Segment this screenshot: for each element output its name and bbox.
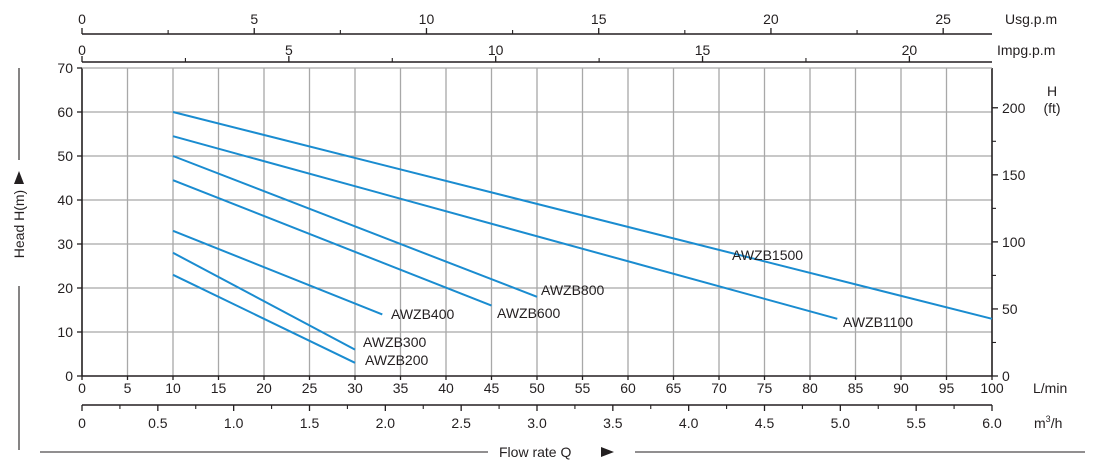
y-tick-label: 50 <box>57 148 73 164</box>
m3h-tick-label: 2.0 <box>376 415 396 431</box>
x-tick-label: 35 <box>393 380 409 396</box>
x-tick-label: 75 <box>757 380 773 396</box>
x-tick-label: 10 <box>165 380 181 396</box>
ft-unit-label: (ft) <box>1043 100 1060 116</box>
m3h-tick-label: 6.0 <box>982 415 1002 431</box>
usgpm-tick-label: 5 <box>250 11 258 27</box>
x-tick-label: 80 <box>802 380 818 396</box>
x-tick-label: 20 <box>256 380 272 396</box>
m3h-tick-label: 1.0 <box>224 415 244 431</box>
x-tick-label: 85 <box>848 380 864 396</box>
y-tick-label: 30 <box>57 236 73 252</box>
grid-lines <box>82 68 992 376</box>
m3h-tick-label: 2.5 <box>451 415 471 431</box>
series-label-awzb1500: AWZB1500 <box>732 247 803 263</box>
impgpm-tick-label: 0 <box>78 42 86 58</box>
ft-tick-label: 50 <box>1002 301 1018 317</box>
y-tick-label: 10 <box>57 324 73 340</box>
x-tick-label: 45 <box>484 380 500 396</box>
usgpm-tick-label: 15 <box>591 11 607 27</box>
impgpm-unit-label: Impg.p.m <box>997 42 1055 58</box>
series-label-awzb400: AWZB400 <box>391 306 454 322</box>
series-lines <box>172 111 993 364</box>
ft-tick-label: 0 <box>1002 368 1010 384</box>
y-tick-label: 70 <box>57 60 73 76</box>
series-line-awzb400 <box>172 229 383 316</box>
usgpm-tick-label: 10 <box>419 11 435 27</box>
usgpm-unit-label: Usg.p.m <box>1005 11 1057 27</box>
x-tick-label: 0 <box>78 380 86 396</box>
m3h-tick-label: 5.5 <box>906 415 926 431</box>
flow-rate-label: Flow rate Q <box>499 444 571 460</box>
series-label-awzb300: AWZB300 <box>363 334 426 350</box>
axes <box>14 28 1085 457</box>
head-axis-label: Head H(m) <box>11 190 27 258</box>
flow-rate-arrow-icon <box>601 447 614 457</box>
head-arrow-icon <box>14 171 24 184</box>
m3h-tick-label: 0.5 <box>148 415 168 431</box>
m3h-tick-label: 3.0 <box>527 415 547 431</box>
m3h-unit-label: m3/h <box>1034 414 1062 431</box>
m3h-tick-label: 3.5 <box>603 415 623 431</box>
usgpm-tick-label: 25 <box>935 11 951 27</box>
x-tick-label: 90 <box>893 380 909 396</box>
series-label-awzb1100: AWZB1100 <box>843 314 913 330</box>
series-label-awzb800: AWZB800 <box>541 282 604 298</box>
x-unit-label: L/min <box>1033 380 1067 396</box>
x-tick-label: 65 <box>666 380 682 396</box>
series-line-awzb600 <box>172 179 492 307</box>
m3h-tick-label: 0 <box>78 415 86 431</box>
x-tick-label: 40 <box>438 380 454 396</box>
m3h-tick-label: 1.5 <box>300 415 320 431</box>
x-tick-label: 100 <box>980 380 1004 396</box>
m3h-tick-label: 5.0 <box>831 415 851 431</box>
y-tick-label: 20 <box>57 280 73 296</box>
ft-tick-label: 150 <box>1002 167 1026 183</box>
labels: 0 5 10 15 20 25 30 35 40 45 50 55 60 65 70 75 80 85 90 95 10… <box>11 11 1067 460</box>
impgpm-tick-label: 5 <box>285 42 293 58</box>
y-tick-label: 40 <box>57 192 73 208</box>
series-label-awzb200: AWZB200 <box>365 352 428 368</box>
x-tick-label: 55 <box>575 380 591 396</box>
impgpm-tick-label: 15 <box>695 42 711 58</box>
x-tick-label: 15 <box>211 380 227 396</box>
series-line-awzb200 <box>172 273 356 364</box>
ft-tick-label: 200 <box>1002 100 1026 116</box>
x-tick-label: 70 <box>711 380 727 396</box>
m3h-tick-label: 4.0 <box>679 415 699 431</box>
series-line-awzb1500 <box>172 111 993 320</box>
ft-tick-label: 100 <box>1002 234 1026 250</box>
series-line-awzb1100 <box>172 135 838 320</box>
y-tick-label: 0 <box>65 368 73 384</box>
ft-unit-label: H <box>1047 83 1057 99</box>
impgpm-tick-label: 20 <box>902 42 918 58</box>
impgpm-tick-label: 10 <box>488 42 504 58</box>
series-label-awzb600: AWZB600 <box>497 305 560 321</box>
usgpm-tick-label: 0 <box>78 11 86 27</box>
y-tick-label: 60 <box>57 104 73 120</box>
usgpm-tick-label: 20 <box>763 11 779 27</box>
x-tick-label: 30 <box>347 380 363 396</box>
x-tick-label: 5 <box>124 380 132 396</box>
x-tick-label: 60 <box>620 380 636 396</box>
series-line-awzb300 <box>172 251 356 351</box>
m3h-tick-label: 4.5 <box>755 415 775 431</box>
x-tick-label: 50 <box>529 380 545 396</box>
x-tick-label: 25 <box>302 380 318 396</box>
series-line-awzb800 <box>172 155 538 298</box>
x-tick-label: 95 <box>939 380 955 396</box>
